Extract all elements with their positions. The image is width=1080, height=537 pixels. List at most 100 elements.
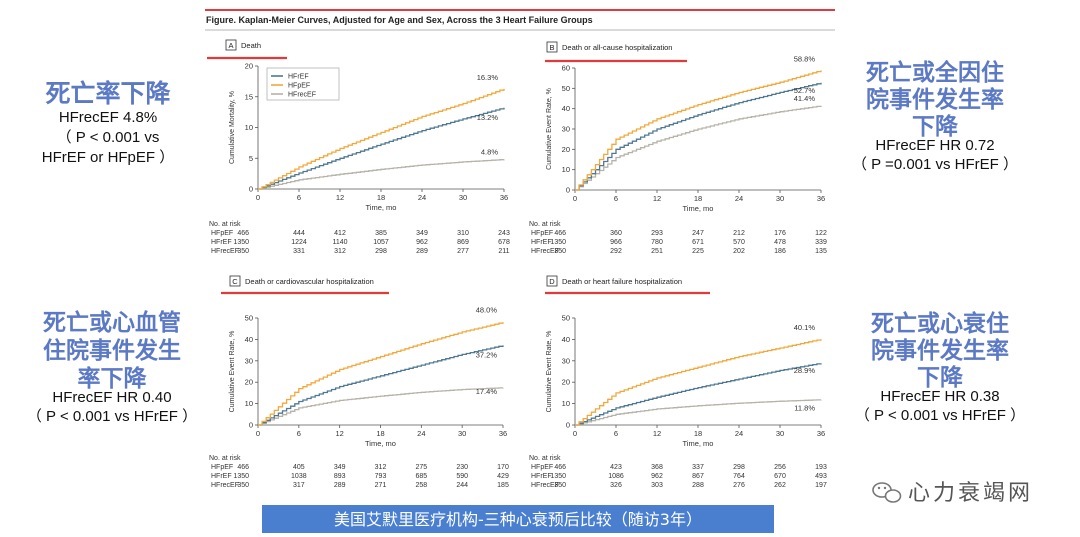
risk-table-group: HFpEF [531,230,553,237]
series-line-hfpef [258,88,505,190]
risk-table-cell: 122 [815,230,827,237]
x-tick-label: 30 [776,194,784,203]
panel-letter: C [232,277,238,286]
annotation-title-line: 院事件发生率 [871,337,1009,364]
x-tick-label: 24 [417,429,425,438]
series-line-hfref [258,107,505,190]
x-tick-label: 30 [458,429,466,438]
risk-table-cell: 1086 [608,473,624,480]
end-value-label: 11.8% [794,404,815,413]
x-tick-label: 18 [694,194,702,203]
series-line-hfpef [575,339,822,426]
risk-table-cell: 466 [237,464,249,471]
panel-title: Death or heart failure hospitalization [562,277,682,286]
risk-table-cell: 331 [293,248,305,255]
risk-table-cell: 176 [774,230,786,237]
risk-table-cell: 293 [651,230,663,237]
x-axis-label: Time, mo [365,439,396,448]
y-axis-label: Cumulative Mortality, % [229,91,236,164]
risk-table-cell: 350 [237,482,249,489]
risk-table-cell: 289 [334,482,346,489]
risk-table-group: HFpEF [211,230,233,237]
risk-table: No. at risk HFpEF 466 423 368 337 298 256 193 HFr… [529,455,827,489]
watermark-text: 心力衰竭网 [908,481,1033,506]
end-value-label: 4.8% [481,147,498,156]
y-tick-label: 10 [245,123,253,132]
wechat-icon [872,482,902,503]
risk-table-cell: 385 [375,230,387,237]
x-tick-label: 36 [499,429,507,438]
annotation-title-line: 院事件发生率 [866,86,1004,113]
x-tick-label: 24 [418,193,426,202]
y-tick-label: 50 [562,84,570,93]
risk-table-group: HFrEF [531,239,552,246]
risk-table-cell: 326 [610,482,622,489]
end-value-label: 41.4% [794,94,816,103]
x-tick-label: 18 [376,429,384,438]
risk-table-cell: 247 [692,230,704,237]
x-tick-label: 36 [817,194,825,203]
risk-table-header: No. at risk [529,455,561,462]
risk-table-cell: 337 [692,464,704,471]
annotation-body-line: （ P < 0.001 vs HFrEF ） [855,407,1025,424]
risk-table-group: HFpEF [211,464,233,471]
x-tick-label: 24 [735,429,743,438]
x-tick-label: 6 [297,193,301,202]
risk-table-cell: 251 [651,248,663,255]
annotation-title-line: 死亡或心血管 [43,309,181,336]
y-tick-label: 10 [245,399,253,408]
series-line-hfrecef [258,159,505,190]
panel-letter: A [228,41,233,50]
end-value-label: 13.2% [477,113,499,122]
risk-table-cell: 493 [815,473,827,480]
risk-table-cell: 244 [456,482,468,489]
annotation-title-line: 死亡或全因住 [866,59,1004,86]
risk-table-cell: 962 [416,239,428,246]
y-tick-label: 15 [245,92,253,101]
x-axis-label: Time, mo [366,203,397,212]
annotation-body-line: （ P < 0.001 vs [57,129,160,146]
risk-table-cell: 292 [610,248,622,255]
series-line-hfpef [575,70,822,191]
chart-panel-b: B Death or all-cause hospitalization 0 10 20… [529,41,827,255]
risk-table-cell: 202 [733,248,745,255]
risk-table: No. at risk HFpEF 466 405 349 312 275 230 170 HFr… [209,455,509,489]
y-tick-label: 40 [562,335,570,344]
figure-title: Figure. Kaplan-Meier Curves, Adjusted fo… [206,15,593,25]
risk-table-cell: 671 [692,239,704,246]
risk-table-group: HFpEF [531,464,553,471]
x-tick-label: 12 [335,429,343,438]
risk-table: No. at risk HFpEF 466 360 293 247 212 176 122 HFr… [529,221,827,255]
y-tick-label: 30 [562,125,570,134]
x-tick-label: 12 [653,429,661,438]
x-tick-label: 6 [614,429,618,438]
risk-table-group: HFrecEF [211,482,239,489]
risk-table-group: HFrEF [531,473,552,480]
annotation-title-line: 住院事件发生 [43,337,181,364]
risk-table-cell: 312 [334,248,346,255]
y-tick-label: 30 [562,356,570,365]
y-tick-label: 20 [562,145,570,154]
x-tick-label: 18 [377,193,385,202]
annotation-title-line: 下降 [912,114,959,140]
legend-entry: HFrEF [288,74,309,81]
x-tick-label: 30 [776,429,784,438]
risk-table-cell: 1350 [550,239,566,246]
series-line-hfpef [258,322,504,426]
y-tick-label: 20 [245,378,253,387]
annotation-body-line: HFrecEF HR 0.72 [875,137,994,154]
risk-table-cell: 466 [554,230,566,237]
risk-table-cell: 1224 [291,239,307,246]
x-tick-label: 0 [573,194,577,203]
y-tick-label: 0 [249,185,253,194]
annotation-title-line: 下降 [917,365,964,391]
risk-table-cell: 350 [554,482,566,489]
risk-table-header: No. at risk [209,221,241,228]
chart-panel-d: D Death or heart failure hospitalization 0… [529,275,827,489]
y-axis-label: Cumulative Event Rate, % [229,331,236,413]
end-value-label: 40.1% [794,323,816,332]
series-line-hfrecef [258,387,504,426]
